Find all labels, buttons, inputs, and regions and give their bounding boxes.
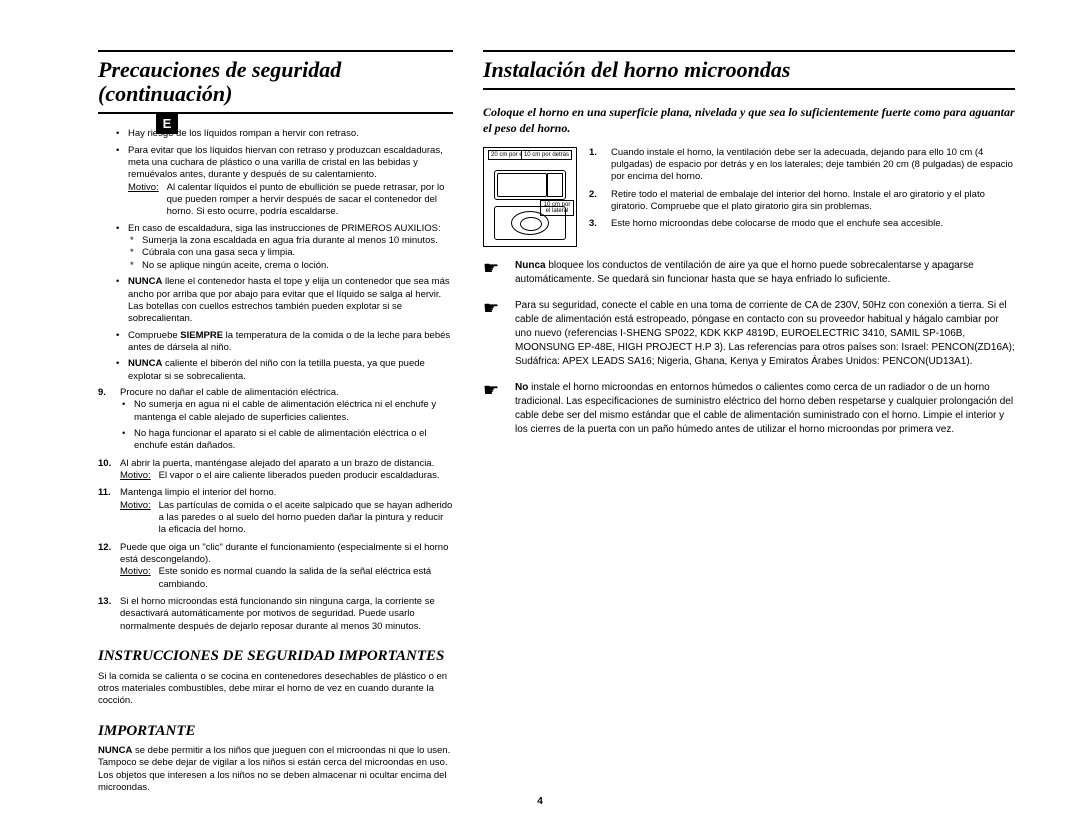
bullet-text: caliente el biberón del niño con la teti… <box>128 358 425 381</box>
num-item: 12. Puede que oiga un "clic" durante el … <box>98 542 453 591</box>
motivo-label: Motivo: <box>128 182 159 219</box>
turntable-inner-icon <box>520 217 542 231</box>
item-number: 13. <box>98 596 111 608</box>
hand-text: No instale el horno microondas en entorn… <box>515 381 1015 437</box>
step-item: 3. Este horno microondas debe colocarse … <box>589 218 1015 230</box>
microwave-front-icon <box>494 170 566 200</box>
item-text: Puede que oiga un "clic" durante el func… <box>120 542 448 565</box>
motivo-text: El vapor o el aire caliente liberados pu… <box>159 470 453 482</box>
nunca-bold: NUNCA <box>98 745 132 756</box>
num-item: 11. Mantenga limpio el interior del horn… <box>98 487 453 536</box>
step-number: 2. <box>589 189 597 201</box>
step-number: 3. <box>589 218 597 230</box>
left-column: Precauciones de seguridad (continuación)… <box>98 50 453 795</box>
right-intro: Coloque el horno en una superficie plana… <box>483 104 1015 136</box>
step-number: 1. <box>589 147 597 159</box>
hand-pointer-icon: ☛ <box>483 259 501 287</box>
microwave-top-icon <box>494 206 566 240</box>
bullet-text: Compruebe <box>128 330 180 341</box>
step-text: Retire todo el material de embalaje del … <box>611 189 985 212</box>
install-top: 20 cm por encima 10 cm por detrás 10 cm … <box>483 147 1015 247</box>
sub-star: Sumerja la zona escaldada en agua fría d… <box>128 235 453 247</box>
diagram-label: 10 cm por detrás <box>521 150 572 160</box>
bullet-text: Para evitar que los líquidos hiervan con… <box>128 145 443 181</box>
motivo-label: Motivo: <box>120 500 151 537</box>
hand-pointer-icon: ☛ <box>483 299 501 369</box>
importante-text: NUNCA se debe permitir a los niños que j… <box>98 745 453 794</box>
hand-body: Para su seguridad, conecte el cable en u… <box>515 300 1015 367</box>
right-heading: Instalación del horno microondas <box>483 50 1015 90</box>
num-item: 9. Procure no dañar el cable de alimenta… <box>98 387 453 453</box>
page-number: 4 <box>0 796 1080 807</box>
bullet-text: En caso de escaldadura, siga las instruc… <box>128 223 441 234</box>
subheading: IMPORTANTE <box>98 722 453 742</box>
motivo-label: Motivo: <box>120 566 151 591</box>
left-heading: Precauciones de seguridad (continuación) <box>98 50 453 114</box>
bullet-text: llene el contenedor hasta el tope y elij… <box>128 276 450 324</box>
step-item: 1. Cuando instale el horno, la ventilaci… <box>589 147 1015 184</box>
item-number: 11. <box>98 487 111 499</box>
bullet-item: No haga funcionar el aparato si el cable… <box>120 428 453 453</box>
item-text: Procure no dañar el cable de alimentació… <box>120 387 339 398</box>
hand-bold: Nunca <box>515 260 546 271</box>
hand-note: ☛ No instale el horno microondas en ento… <box>483 381 1015 437</box>
num-item: 10. Al abrir la puerta, manténgase aleja… <box>98 458 453 483</box>
right-column: Instalación del horno microondas Coloque… <box>483 50 1015 795</box>
hand-text: Nunca bloquee los conductos de ventilaci… <box>515 259 1015 287</box>
sub-star: No se aplique ningún aceite, crema o loc… <box>128 260 453 272</box>
page: E Precauciones de seguridad (continuació… <box>0 0 1080 815</box>
microwave-diagram: 20 cm por encima 10 cm por detrás 10 cm … <box>483 147 577 247</box>
bullet-item: Hay riesgo de los líquidos rompan a herv… <box>114 128 453 140</box>
item-number: 10. <box>98 458 111 470</box>
bullet-item: No sumerja en agua ni el cable de alimen… <box>120 399 453 424</box>
item-text: Mantenga limpio el interior del horno. <box>120 487 276 498</box>
sub-star: Cúbrala con una gasa seca y limpia. <box>128 247 453 259</box>
motivo-text: Este sonido es normal cuando la salida d… <box>159 566 453 591</box>
item-text: Al abrir la puerta, manténgase alejado d… <box>120 458 434 469</box>
hand-body: bloquee los conductos de ventilación de … <box>515 260 974 285</box>
hand-note: ☛ Nunca bloquee los conductos de ventila… <box>483 259 1015 287</box>
hand-body: instale el horno microondas en entornos … <box>515 382 1013 435</box>
turntable-icon <box>511 211 549 235</box>
item-number: 12. <box>98 542 111 554</box>
microwave-door-icon <box>497 173 547 197</box>
text: se debe permitir a los niños que jueguen… <box>98 745 450 793</box>
left-body: Hay riesgo de los líquidos rompan a herv… <box>98 128 453 794</box>
bullet-item: NUNCA caliente el biberón del niño con l… <box>114 358 453 383</box>
step-text: Este horno microondas debe colocarse de … <box>611 218 943 229</box>
hand-text: Para su seguridad, conecte el cable en u… <box>515 299 1015 369</box>
bullet-item: En caso de escaldadura, siga las instruc… <box>114 223 453 272</box>
step-text: Cuando instale el horno, la ventilación … <box>611 147 1013 183</box>
motivo-text: Las partículas de comida o el aceite sal… <box>159 500 453 537</box>
hand-bold: No <box>515 382 528 393</box>
bullet-item: NUNCA llene el contenedor hasta el tope … <box>114 276 453 325</box>
nunca-bold: NUNCA <box>128 276 162 287</box>
num-item: 13. Si el horno microondas está funciona… <box>98 596 453 633</box>
bullet-item: Para evitar que los líquidos hiervan con… <box>114 145 453 219</box>
hand-note: ☛ Para su seguridad, conecte el cable en… <box>483 299 1015 369</box>
siempre-bold: SIEMPRE <box>180 330 223 341</box>
motivo-label: Motivo: <box>120 470 151 482</box>
nunca-bold: NUNCA <box>128 358 162 369</box>
item-text: Si el horno microondas está funcionando … <box>120 596 435 632</box>
motivo-text: Al calentar líquidos el punto de ebullic… <box>167 182 453 219</box>
hand-pointer-icon: ☛ <box>483 381 501 437</box>
item-number: 9. <box>98 387 106 399</box>
bullet-item: Compruebe SIEMPRE la temperatura de la c… <box>114 330 453 355</box>
microwave-panel-icon <box>547 173 563 197</box>
subheading-text: Si la comida se calienta o se cocina en … <box>98 671 453 708</box>
subheading: INSTRUCCIONES DE SEGURIDAD IMPORTANTES <box>98 647 453 667</box>
step-item: 2. Retire todo el material de embalaje d… <box>589 189 1015 214</box>
